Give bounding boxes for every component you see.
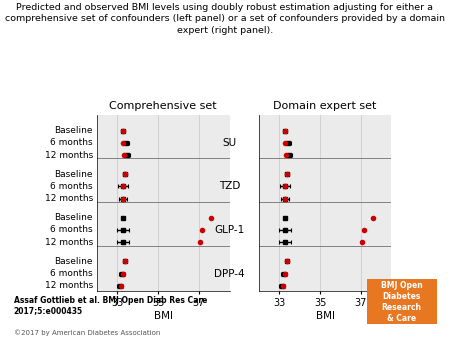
Text: Baseline: Baseline (54, 213, 93, 222)
Text: DPP-4: DPP-4 (214, 268, 245, 279)
Text: TZD: TZD (219, 182, 240, 191)
Text: SU: SU (222, 138, 237, 148)
Title: Domain expert set: Domain expert set (274, 101, 377, 111)
Text: ©2017 by American Diabetes Association: ©2017 by American Diabetes Association (14, 330, 160, 336)
Text: 6 months: 6 months (50, 269, 93, 278)
Text: 12 months: 12 months (45, 281, 93, 290)
Text: 6 months: 6 months (50, 138, 93, 147)
Text: 12 months: 12 months (45, 238, 93, 247)
Text: BMJ Open
Diabetes
Research
& Care: BMJ Open Diabetes Research & Care (381, 281, 423, 323)
Text: Baseline: Baseline (54, 170, 93, 178)
Text: 12 months: 12 months (45, 194, 93, 203)
Text: GLP-1: GLP-1 (214, 225, 245, 235)
Text: Baseline: Baseline (54, 257, 93, 266)
Text: 12 months: 12 months (45, 151, 93, 160)
X-axis label: BMI: BMI (315, 311, 335, 321)
Text: Predicted and observed BMI levels using doubly robust estimation adjusting for e: Predicted and observed BMI levels using … (5, 3, 445, 34)
X-axis label: BMI: BMI (153, 311, 173, 321)
Text: 6 months: 6 months (50, 182, 93, 191)
Title: Comprehensive set: Comprehensive set (109, 101, 217, 111)
Text: Assaf Gottlieb et al. BMJ Open Diab Res Care
2017;5:e000435: Assaf Gottlieb et al. BMJ Open Diab Res … (14, 296, 207, 315)
Text: 6 months: 6 months (50, 225, 93, 235)
Text: Baseline: Baseline (54, 126, 93, 135)
